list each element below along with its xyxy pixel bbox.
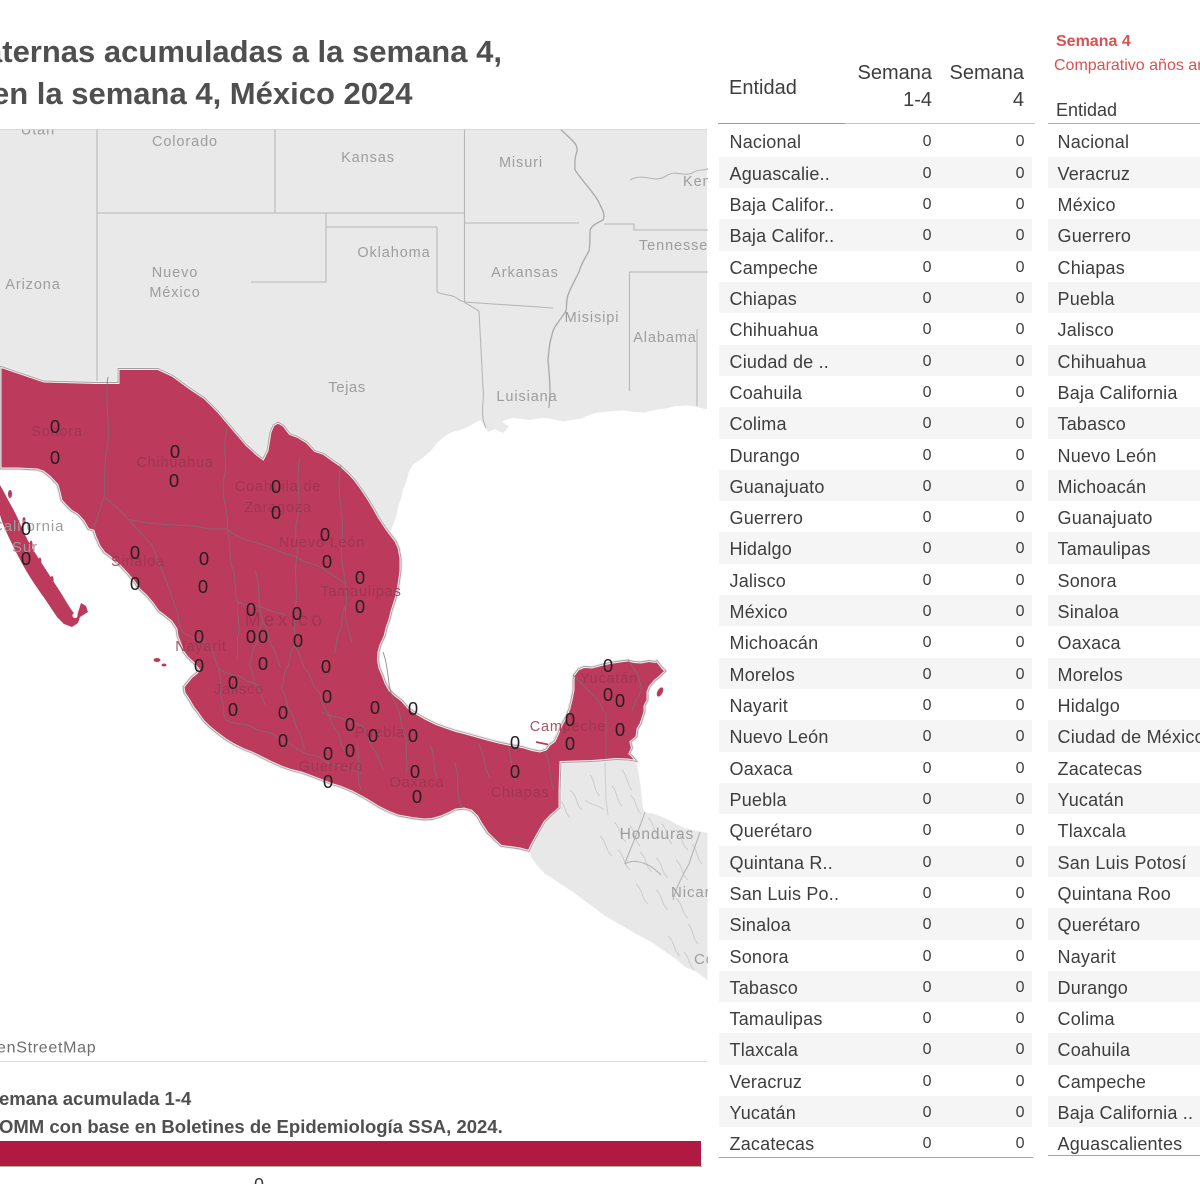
svg-text:Sonora: Sonora (31, 424, 83, 440)
svg-text:Utah: Utah (21, 129, 55, 139)
svg-text:Guerrero: Guerrero (299, 759, 363, 775)
svg-text:Chihuahua: Chihuahua (136, 455, 213, 471)
svg-text:0: 0 (615, 719, 625, 740)
svg-text:0: 0 (292, 603, 302, 624)
svg-text:Oklahoma: Oklahoma (357, 245, 430, 261)
svg-text:México: México (149, 285, 200, 301)
svg-text:0: 0 (603, 684, 613, 705)
svg-text:0: 0 (198, 576, 208, 597)
svg-text:Coahuila de: Coahuila de (235, 479, 321, 495)
svg-text:0: 0 (293, 630, 303, 651)
svg-text:Tennessee: Tennessee (639, 238, 708, 254)
svg-text:Jalisco: Jalisco (214, 682, 264, 698)
svg-text:0: 0 (169, 470, 179, 491)
svg-text:0: 0 (412, 786, 422, 807)
svg-text:Colorado: Colorado (152, 134, 218, 150)
svg-text:Zaragoza: Zaragoza (244, 500, 312, 516)
svg-text:0: 0 (130, 573, 140, 594)
svg-text:0: 0 (228, 672, 238, 693)
svg-text:Sinaloa: Sinaloa (111, 554, 165, 570)
svg-text:0: 0 (410, 761, 420, 782)
svg-text:0: 0 (603, 655, 613, 676)
svg-text:0: 0 (321, 656, 331, 677)
svg-text:Kansas: Kansas (341, 150, 395, 166)
svg-text:Arkansas: Arkansas (491, 265, 559, 281)
svg-text:Honduras: Honduras (620, 826, 694, 843)
svg-text:0: 0 (565, 709, 575, 730)
svg-text:0: 0 (510, 761, 520, 782)
svg-text:0: 0 (565, 733, 575, 754)
svg-text:0: 0 (368, 725, 378, 746)
svg-text:0: 0 (199, 548, 209, 569)
svg-text:Misisipi: Misisipi (565, 310, 620, 326)
svg-text:Tejas: Tejas (328, 379, 366, 396)
svg-text:Costa Rica: Costa Rica (694, 951, 708, 968)
svg-text:0: 0 (271, 502, 281, 523)
svg-text:California: California (0, 518, 64, 535)
svg-text:Nayarit: Nayarit (175, 639, 227, 655)
svg-text:Puebla: Puebla (355, 725, 405, 741)
svg-text:0: 0 (258, 626, 268, 647)
svg-text:Nuevo: Nuevo (152, 265, 198, 281)
svg-text:0: 0 (323, 771, 333, 792)
svg-text:Mexico: Mexico (245, 610, 326, 631)
svg-text:Campeche: Campeche (530, 719, 607, 735)
svg-text:0: 0 (408, 698, 418, 719)
svg-text:0: 0 (322, 686, 332, 707)
svg-text:0: 0 (355, 567, 365, 588)
svg-text:Chiapas: Chiapas (491, 785, 550, 801)
svg-text:0: 0 (50, 416, 60, 437)
svg-text:0: 0 (345, 714, 355, 735)
svg-text:0: 0 (615, 690, 625, 711)
svg-text:0: 0 (21, 548, 31, 569)
svg-text:0: 0 (50, 447, 60, 468)
svg-text:Yucatán: Yucatán (580, 671, 638, 687)
svg-text:0: 0 (228, 699, 238, 720)
svg-text:0: 0 (320, 524, 330, 545)
svg-text:0: 0 (170, 441, 180, 462)
svg-text:0: 0 (130, 542, 140, 563)
svg-text:0: 0 (246, 626, 256, 647)
svg-text:Sur: Sur (12, 539, 38, 556)
svg-text:0: 0 (246, 599, 256, 620)
svg-text:0: 0 (194, 655, 204, 676)
svg-text:Oaxaca: Oaxaca (390, 775, 445, 791)
svg-text:0: 0 (278, 702, 288, 723)
svg-text:0: 0 (510, 732, 520, 753)
svg-text:0: 0 (408, 725, 418, 746)
svg-text:0: 0 (345, 740, 355, 761)
svg-text:Misuri: Misuri (499, 155, 543, 171)
svg-text:0: 0 (258, 653, 268, 674)
svg-text:0: 0 (278, 730, 288, 751)
svg-text:enStreetMap: enStreetMap (0, 1040, 96, 1057)
svg-text:0: 0 (21, 518, 31, 539)
svg-text:Luisiana: Luisiana (496, 389, 557, 405)
svg-text:Alabama: Alabama (633, 330, 697, 346)
svg-text:0: 0 (370, 697, 380, 718)
svg-text:0: 0 (322, 551, 332, 572)
svg-text:Nuevo León: Nuevo León (279, 535, 365, 551)
svg-text:0: 0 (355, 596, 365, 617)
svg-text:0: 0 (323, 743, 333, 764)
svg-text:0: 0 (271, 476, 281, 497)
svg-text:0: 0 (194, 626, 204, 647)
svg-text:Nicaragua: Nicaragua (671, 884, 708, 901)
svg-text:Arizona: Arizona (5, 277, 60, 293)
svg-text:Tamaulipas: Tamaulipas (320, 584, 401, 600)
svg-text:Kentucky: Kentucky (683, 174, 708, 190)
